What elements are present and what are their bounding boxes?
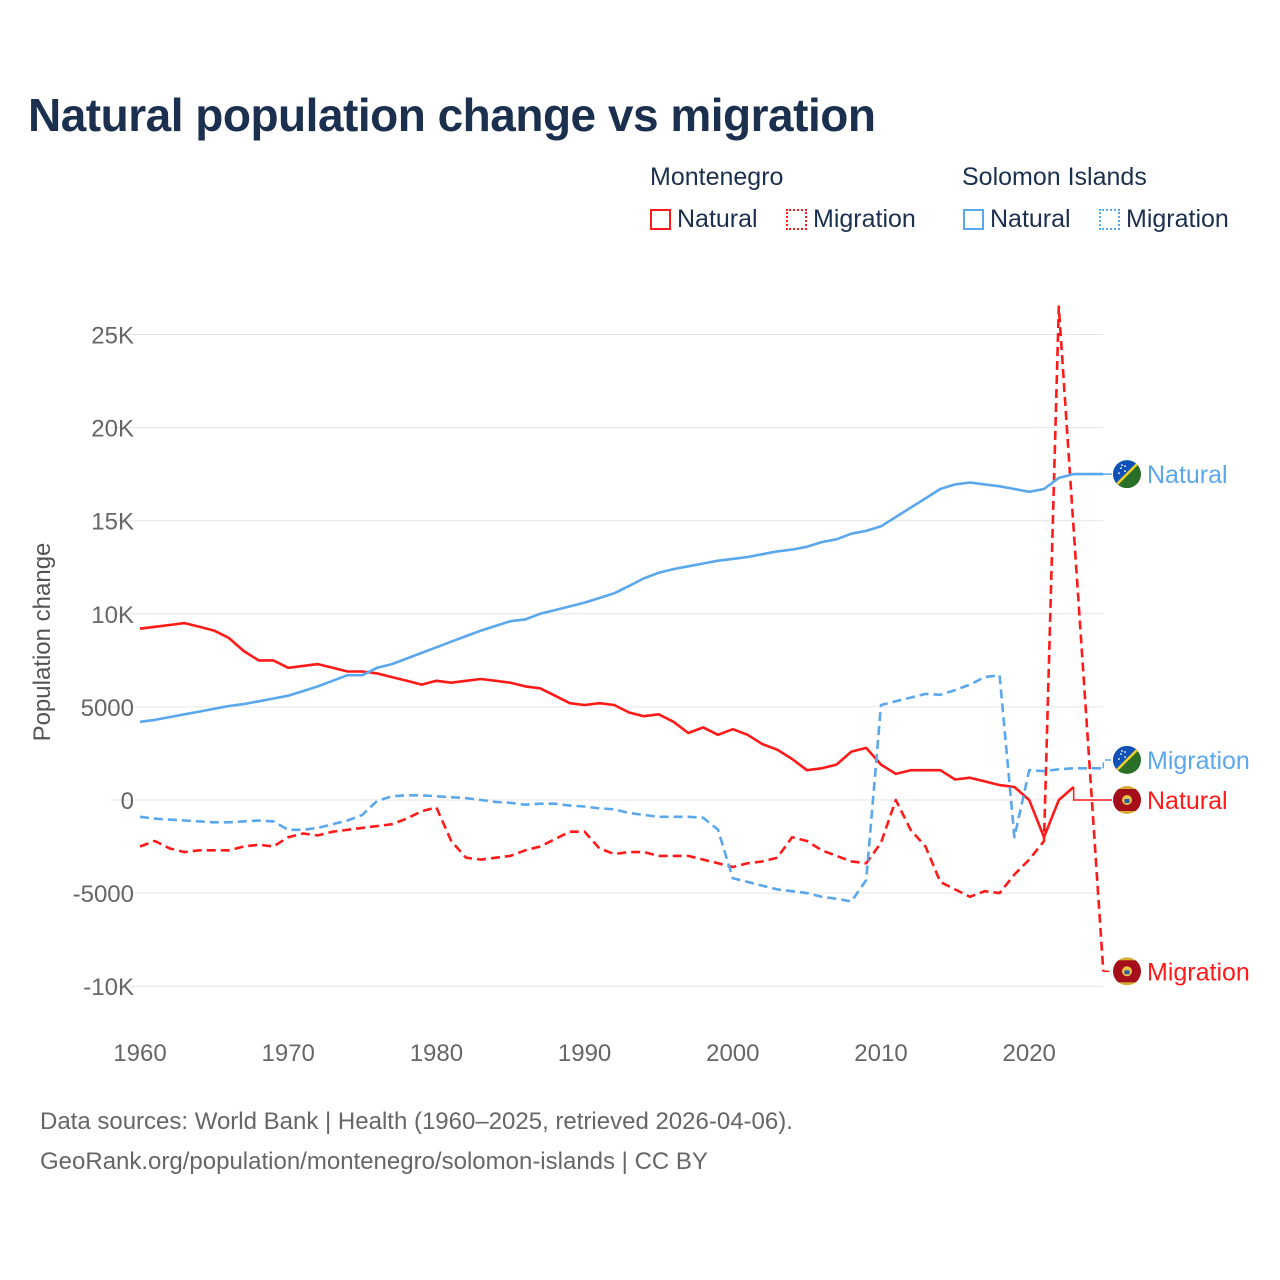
end-label: Natural [1147,461,1228,489]
chart-title: Natural population change vs migration [28,89,876,141]
legend-solomon-natural[interactable]: Natural [963,205,1071,234]
grid [110,334,1103,987]
end-label: Natural [1147,787,1228,815]
legend-swatch-solid-red [650,209,671,230]
x-tick-label: 2010 [854,1040,907,1067]
y-tick-label: 25K [91,323,134,350]
solomon-islands-flag-icon [1113,745,1141,774]
label-connector [1102,759,1112,769]
legend-swatch-solid-blue [963,209,984,230]
end-labels: Natural Migration Natural Migration [1072,460,1250,986]
end-label: Migration [1147,958,1250,986]
legend-swatch-dotted-red [786,209,807,230]
x-tick-label: 2020 [1003,1040,1056,1067]
montenegro-flag-icon [1113,957,1141,986]
series-line-montenegro-migration[interactable] [139,305,1105,972]
x-tick-label: 1980 [410,1040,463,1067]
series-line-solomon-islands-natural[interactable] [139,472,1104,724]
y-axis-label: Population change [29,543,56,742]
footer-sources: Data sources: World Bank | Health (1960–… [40,1108,793,1135]
legend-montenegro-natural[interactable]: Natural [650,205,758,234]
series-line-montenegro-natural[interactable] [139,621,1075,839]
x-tick-label: 1970 [262,1040,315,1067]
legend-solomon-migration[interactable]: Migration [1099,205,1229,234]
solomon-islands-flag-icon [1113,460,1141,489]
legend-label: Natural [677,205,758,233]
legend-montenegro-migration[interactable]: Migration [786,205,916,234]
end-label: Migration [1147,747,1250,775]
y-tick-label: 15K [91,509,134,536]
legend-swatch-dotted-blue [1099,209,1120,230]
y-tick-label: 20K [91,416,134,443]
x-ticks: 1960 1970 1980 1990 2000 2010 2020 [113,1040,1056,1067]
montenegro-flag-icon [1113,786,1141,814]
y-tick-label: 10K [91,602,134,629]
y-tick-label: -5000 [73,881,134,908]
y-tick-label: 5000 [81,695,134,722]
legend-label: Natural [990,205,1071,233]
x-tick-label: 2000 [706,1040,759,1067]
y-tick-label: 0 [121,788,134,815]
legend-group-montenegro: Montenegro [650,163,784,191]
legend-group-solomon-islands: Solomon Islands [962,163,1147,191]
series-lines [139,305,1105,972]
legend-label: Migration [813,205,916,233]
y-tick-label: -10K [83,974,134,1001]
label-connector [1072,786,1112,801]
legend-label: Migration [1126,205,1229,233]
series-line-solomon-islands-migration[interactable] [139,673,1104,903]
x-tick-label: 1990 [558,1040,611,1067]
y-ticks: 25K 20K 15K 10K 5000 0 -5000 -10K [73,323,134,1002]
x-tick-label: 1960 [113,1040,166,1067]
footer-link[interactable]: GeoRank.org/population/montenegro/solomo… [40,1148,708,1175]
